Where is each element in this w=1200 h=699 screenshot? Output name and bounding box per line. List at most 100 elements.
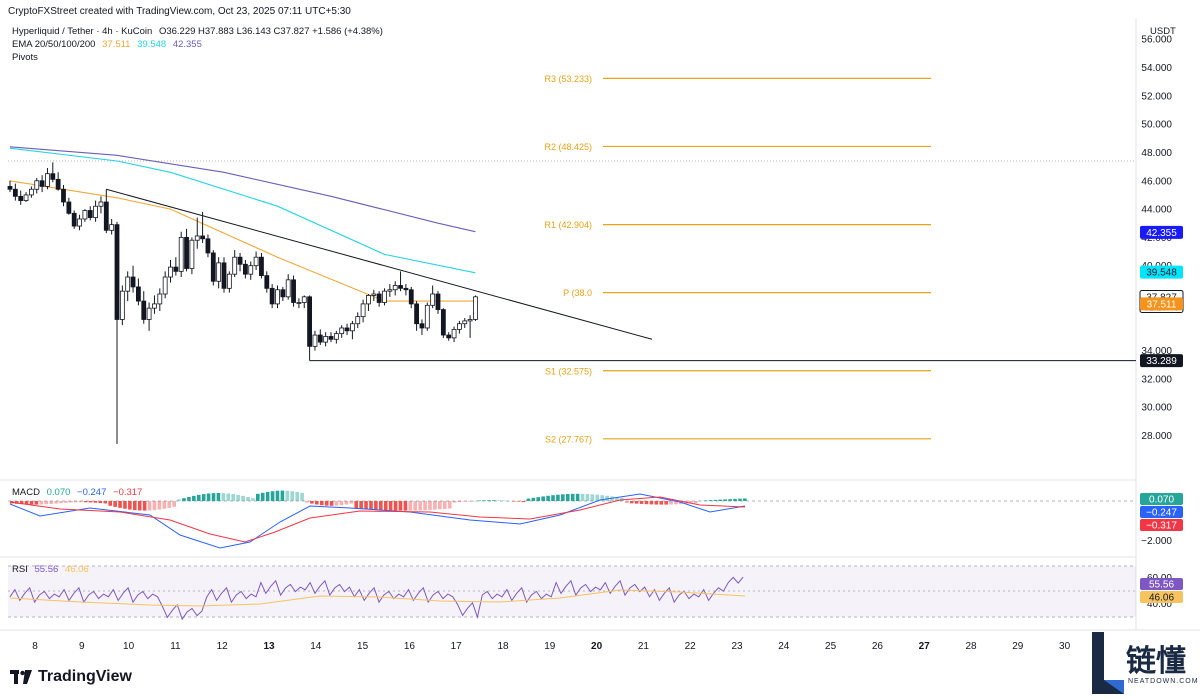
macd-hist-bar bbox=[265, 491, 270, 501]
candle-body bbox=[376, 293, 382, 303]
ohlc-values: O36.229 H37.883 L36.143 C37.827 +1.586 (… bbox=[158, 26, 383, 37]
candle bbox=[55, 172, 61, 191]
macd-badge-label: 0.070 bbox=[1149, 495, 1174, 506]
macd-hist-bar bbox=[118, 501, 122, 508]
candle bbox=[451, 326, 457, 343]
candle-body bbox=[168, 266, 173, 278]
candle-body bbox=[248, 265, 254, 275]
candle-body bbox=[28, 188, 34, 196]
tradingview-logo-icon bbox=[10, 670, 32, 684]
macd-hist-bar bbox=[743, 498, 747, 501]
price-badge bbox=[1140, 297, 1183, 311]
price-badge-label: 42.355 bbox=[1146, 228, 1177, 239]
candle bbox=[194, 217, 200, 249]
candle bbox=[446, 332, 452, 341]
macd-hist-bar bbox=[216, 493, 221, 501]
candle bbox=[296, 298, 302, 309]
macd-hist-bar bbox=[339, 501, 344, 506]
macd-hist-bar bbox=[625, 501, 629, 503]
macd-hist-bar bbox=[472, 500, 477, 502]
y-tick-label: 48.000 bbox=[1141, 148, 1172, 159]
macd-signal-value: −0.317 bbox=[113, 487, 143, 498]
macd-hist-bar bbox=[285, 490, 290, 501]
x-tick-label: 15 bbox=[357, 641, 369, 652]
candle bbox=[333, 330, 339, 344]
candle-body bbox=[387, 289, 393, 292]
macd-hist-bar bbox=[256, 493, 260, 501]
x-tick-label: 8 bbox=[32, 641, 38, 652]
macd-hist-bar bbox=[423, 501, 427, 511]
x-tick-label: 14 bbox=[310, 641, 322, 652]
candle bbox=[103, 189, 109, 234]
macd-hist-bar bbox=[506, 500, 511, 502]
y-tick-label: 30.000 bbox=[1141, 403, 1172, 414]
candle bbox=[344, 323, 350, 336]
ema50-line bbox=[9, 180, 476, 302]
candle bbox=[184, 228, 189, 272]
macd-hist-bar bbox=[688, 501, 693, 504]
candle bbox=[237, 252, 243, 272]
macd-hist-bar bbox=[98, 501, 103, 504]
candle-body bbox=[210, 252, 216, 282]
candle bbox=[392, 281, 398, 296]
candle-body bbox=[109, 224, 115, 231]
macd-hist-bar bbox=[718, 499, 723, 501]
neatdown-logo-text: 链懂 bbox=[1126, 644, 1186, 679]
macd-hist-bar bbox=[590, 494, 595, 501]
candle-body bbox=[451, 328, 457, 339]
candle-body bbox=[307, 296, 313, 347]
candle-body bbox=[18, 195, 24, 201]
rsi-ma-line bbox=[9, 589, 746, 607]
macd-signal-line bbox=[9, 496, 746, 543]
candle bbox=[173, 257, 179, 276]
macd-hist-bar bbox=[290, 491, 295, 501]
macd-hist-bar bbox=[157, 501, 162, 510]
candle bbox=[152, 295, 157, 314]
candle bbox=[403, 284, 409, 296]
macd-hist-bar bbox=[541, 496, 545, 501]
tradingview-brand[interactable]: TradingView bbox=[10, 668, 132, 686]
candle bbox=[210, 250, 216, 286]
candle-body bbox=[61, 188, 66, 203]
candle bbox=[371, 289, 377, 302]
x-tick-label: 12 bbox=[217, 641, 229, 652]
candle-body bbox=[98, 201, 104, 207]
macd-hist-bar bbox=[674, 501, 678, 505]
ema200-line bbox=[9, 146, 476, 233]
candle-body bbox=[71, 212, 77, 227]
candle-body bbox=[462, 320, 468, 325]
macd-hist-bar bbox=[403, 501, 408, 511]
x-tick-label: 10 bbox=[123, 641, 135, 652]
candle bbox=[275, 285, 280, 309]
candle bbox=[307, 295, 313, 361]
macd-hist-value: 0.070 bbox=[46, 487, 71, 498]
macd-hist-bar bbox=[182, 498, 186, 501]
macd-hist-bar bbox=[354, 501, 358, 509]
candle-body bbox=[392, 285, 398, 291]
candle-body bbox=[473, 296, 478, 320]
candle bbox=[98, 196, 104, 214]
x-tick-label: 20 bbox=[591, 641, 603, 652]
y-tick-label: 46.000 bbox=[1141, 176, 1172, 187]
candle bbox=[157, 288, 163, 311]
candle-body bbox=[184, 236, 189, 269]
macd-hist-bar bbox=[34, 501, 39, 505]
candle bbox=[18, 190, 24, 205]
y-tick-label: 52.000 bbox=[1141, 91, 1172, 102]
candle-body bbox=[430, 293, 436, 306]
candle bbox=[424, 302, 430, 331]
candle bbox=[456, 320, 462, 334]
candle-body bbox=[317, 334, 323, 343]
macd-hist-bar bbox=[59, 501, 63, 504]
macd-hist-bar bbox=[206, 493, 211, 501]
macd-hist-bar bbox=[629, 501, 634, 504]
macd-hist-bar bbox=[349, 501, 354, 504]
candle bbox=[77, 214, 82, 231]
pivot-label: S2 (27.767) bbox=[545, 434, 592, 444]
candle-body bbox=[269, 287, 275, 305]
macd-badge bbox=[1140, 506, 1183, 518]
macd-hist-bar bbox=[133, 501, 137, 511]
rsi-badge bbox=[1140, 578, 1183, 590]
macd-hist-bar bbox=[369, 501, 373, 510]
